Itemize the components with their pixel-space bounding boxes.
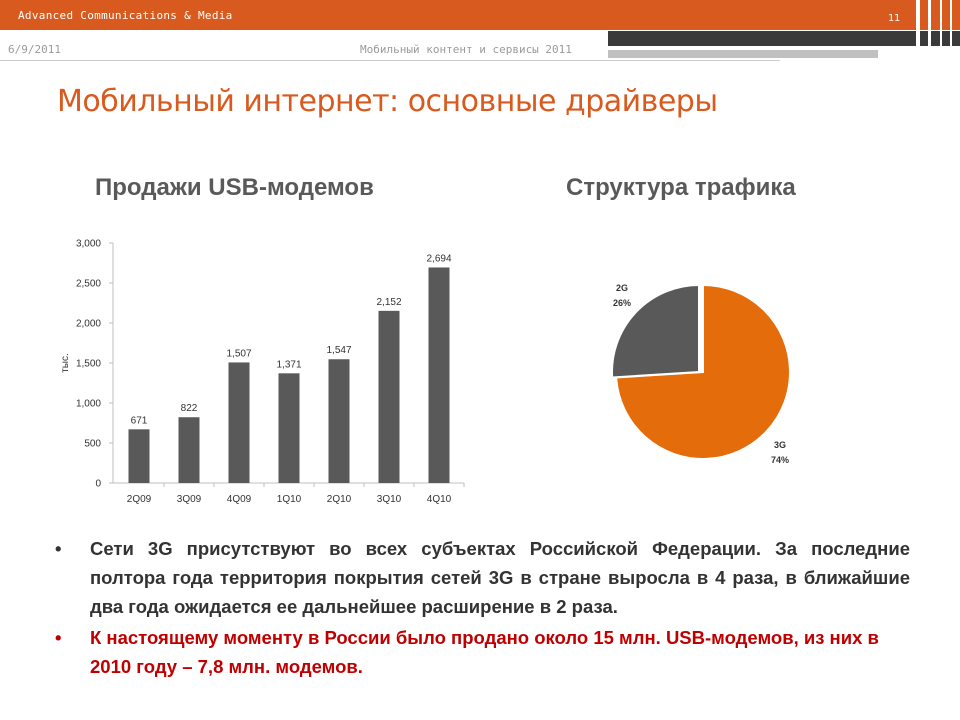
bar-data-label: 822: [181, 403, 198, 414]
header-dark-stripe: [608, 31, 960, 46]
pie-chart-title: Структура трафика: [566, 174, 796, 201]
header-divider: [0, 60, 780, 61]
y-tick-label: 2,500: [76, 279, 101, 290]
bar: [328, 359, 350, 483]
x-tick-label: 2Q10: [327, 494, 352, 505]
bar-data-label: 671: [131, 415, 148, 426]
pie-label-name: 3G: [774, 440, 786, 450]
x-tick-label: 1Q10: [277, 494, 302, 505]
decor-stripe: [940, 0, 942, 60]
bar-data-label: 2,694: [426, 253, 451, 264]
y-tick-label: 0: [95, 479, 101, 490]
bar: [278, 373, 300, 483]
pie-label-name: 2G: [616, 283, 628, 293]
x-tick-label: 3Q09: [177, 494, 202, 505]
pie-slice: [611, 283, 700, 379]
y-tick-label: 2,000: [76, 319, 101, 330]
slide-title: Мобильный интернет: основные драйверы: [57, 84, 718, 119]
bullet-marker: •: [55, 627, 62, 648]
slide-date: 6/9/2011: [8, 43, 61, 56]
bar-data-label: 1,507: [226, 348, 251, 359]
company-name: Advanced Communications & Media: [18, 9, 233, 22]
pie-label-value: 26%: [613, 298, 631, 308]
y-tick-label: 1,500: [76, 359, 101, 370]
bar-chart-title: Продажи USB-модемов: [95, 174, 374, 201]
page-number: 11: [888, 13, 901, 24]
bar-chart: 0 500 1,000 1,500 2,000 2,500 3,000 тыс. 671 2Q09…: [60, 239, 465, 505]
x-tick-label: 4Q09: [227, 494, 252, 505]
bullet-list: • Сети 3G присутствуют во всех субъектах…: [55, 534, 910, 681]
bar: [128, 429, 150, 483]
decor-stripe: [916, 0, 920, 60]
bullet-text: Сети 3G присутствуют во всех субъектах Р…: [90, 538, 910, 617]
bar: [378, 310, 400, 483]
bar: [428, 267, 450, 483]
bar-data-label: 2,152: [376, 297, 401, 308]
bullet-text: К настоящему моменту в России было прода…: [90, 627, 879, 677]
bar-data-label: 1,371: [276, 359, 301, 370]
pie-label-value: 74%: [771, 455, 789, 465]
x-tick-label: 4Q10: [427, 494, 452, 505]
y-tick-label: 500: [84, 439, 101, 450]
bar: [228, 362, 250, 483]
y-tick-label: 3,000: [76, 239, 101, 250]
decor-stripe: [950, 0, 952, 60]
bullet-marker: •: [55, 538, 62, 559]
x-tick-label: 3Q10: [377, 494, 402, 505]
bullet-item-highlight: • К настоящему моменту в России было про…: [55, 623, 910, 681]
decor-stripe: [928, 0, 931, 60]
pie-chart: 3G 74% 2G 26%: [611, 283, 791, 465]
bar: [178, 417, 200, 483]
x-tick-label: 2Q09: [127, 494, 152, 505]
y-axis-label: тыс.: [60, 353, 71, 373]
bar-data-label: 1,547: [326, 345, 351, 356]
header-grey-stripe: [608, 50, 878, 58]
y-tick-label: 1,000: [76, 399, 101, 410]
conference-name: Мобильный контент и сервисы 2011: [360, 43, 572, 56]
pie-slice: [615, 283, 791, 460]
header-bar: [0, 0, 960, 30]
bullet-item: • Сети 3G присутствуют во всех субъектах…: [55, 534, 910, 621]
